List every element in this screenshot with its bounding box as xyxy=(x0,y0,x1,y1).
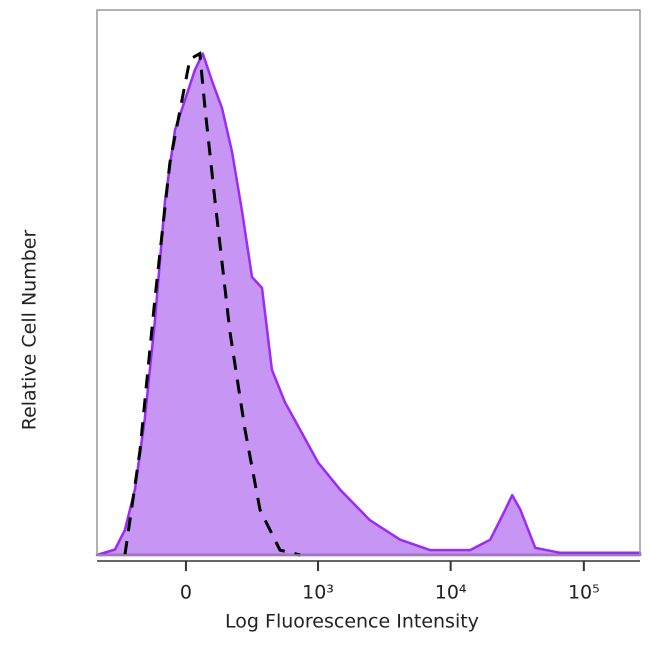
x-tick-label: 10⁴ xyxy=(435,582,467,604)
histogram-line xyxy=(123,51,301,557)
y-axis-title: Relative Cell Number xyxy=(19,230,41,431)
x-tick-label: 0 xyxy=(180,582,192,604)
plot-frame xyxy=(96,9,641,556)
x-tick-label: 10³ xyxy=(302,582,334,604)
x-axis-title: Log Fluorescence Intensity xyxy=(225,611,479,633)
histogram-area xyxy=(95,52,642,557)
x-tick-label: 10⁵ xyxy=(568,582,600,604)
plot-area xyxy=(95,51,642,557)
